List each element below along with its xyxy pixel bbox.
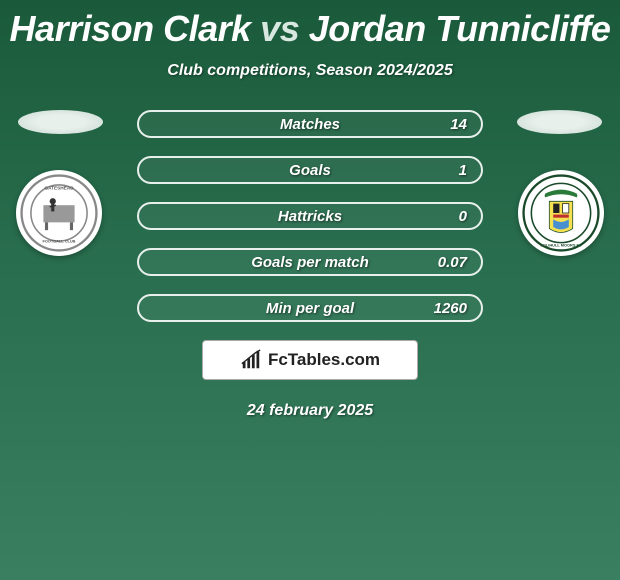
stat-label: Hattricks	[193, 208, 427, 225]
left-club-badge: GATESHEAD FOOTBALL CLUB	[16, 170, 102, 256]
season-subtitle: Club competitions, Season 2024/2025	[0, 62, 620, 80]
bar-chart-icon	[240, 349, 262, 371]
stat-right-value: 0.07	[427, 254, 467, 271]
stat-row-matches: Matches 14	[137, 110, 483, 138]
stat-label: Goals	[193, 162, 427, 179]
fctables-brand-box: FcTables.com	[202, 340, 418, 380]
left-ellipse-shadow	[18, 110, 103, 134]
comparison-title: Harrison Clark vs Jordan Tunnicliffe	[0, 0, 620, 50]
stat-row-goals: Goals 1	[137, 156, 483, 184]
stats-rows: Matches 14 Goals 1 Hattricks 0 Goals per…	[137, 110, 483, 322]
stat-label: Goals per match	[193, 254, 427, 271]
solihull-badge-icon: SOLIHULL MOORS FC	[522, 174, 600, 252]
stat-label: Matches	[193, 116, 427, 133]
right-ellipse-shadow	[517, 110, 602, 134]
stat-right-value: 14	[427, 116, 467, 133]
stat-row-hattricks: Hattricks 0	[137, 202, 483, 230]
stat-row-min-per-goal: Min per goal 1260	[137, 294, 483, 322]
snapshot-date: 24 february 2025	[0, 402, 620, 420]
stat-row-goals-per-match: Goals per match 0.07	[137, 248, 483, 276]
stat-right-value: 1260	[427, 300, 467, 317]
stats-area: GATESHEAD FOOTBALL CLUB SOLIHULL MOORS F…	[0, 110, 620, 420]
right-club-badge: SOLIHULL MOORS FC	[518, 170, 604, 256]
svg-text:SOLIHULL MOORS FC: SOLIHULL MOORS FC	[540, 243, 582, 248]
svg-text:GATESHEAD: GATESHEAD	[45, 186, 75, 191]
stat-right-value: 0	[427, 208, 467, 225]
svg-text:FOOTBALL CLUB: FOOTBALL CLUB	[43, 239, 76, 244]
stat-right-value: 1	[427, 162, 467, 179]
brand-text: FcTables.com	[268, 350, 380, 370]
player1-name: Harrison Clark	[10, 8, 251, 49]
vs-text: vs	[260, 8, 299, 49]
gateshead-badge-icon: GATESHEAD FOOTBALL CLUB	[20, 174, 98, 252]
player2-name: Jordan Tunnicliffe	[309, 8, 611, 49]
stat-label: Min per goal	[193, 300, 427, 317]
